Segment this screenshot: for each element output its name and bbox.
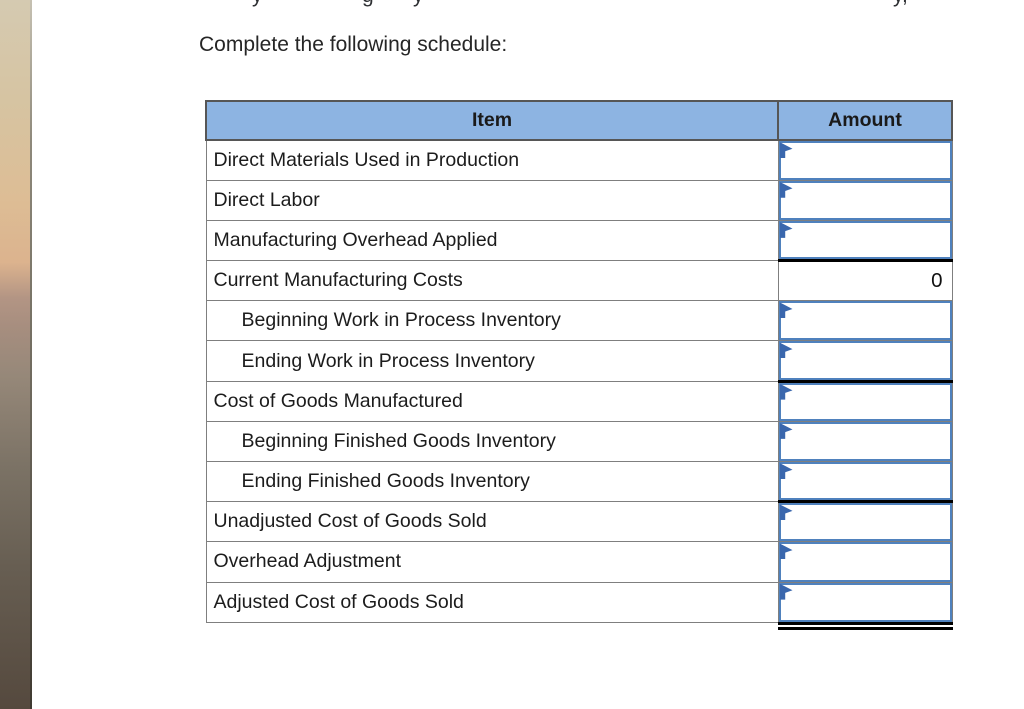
amount-input-box [778,220,952,260]
table-row: Direct Labor [205,179,953,221]
table-row: Manufacturing Overhead Applied [205,219,953,262]
item-label: Direct Materials Used in Production [205,139,779,181]
amount-input-box [778,503,952,542]
amount-column-header: Amount [777,100,953,141]
amount-input-box [778,301,952,341]
schedule-table-container: Item Amount Direct Materials Used in Pro… [205,100,953,630]
item-label-text: Current Manufacturing Costs [213,269,463,292]
amount-input-overhead-adjustment[interactable] [780,544,950,580]
amount-input-ending-fg[interactable] [780,464,950,499]
item-label-text: Direct Labor [213,188,320,211]
amount-input-box [777,582,953,630]
table-row: Ending Work in Process Inventory [205,340,953,382]
amount-cell [777,139,953,181]
clipped-glyph: y [413,0,424,8]
amount-cell [777,179,953,221]
current-manufacturing-costs-value: 0 [777,259,953,302]
amount-cell [777,460,953,503]
item-label-text: Manufacturing Overhead Applied [213,228,498,251]
amount-cell [777,541,953,583]
amount-input-unadjusted-cogs[interactable] [780,505,950,540]
amount-cell [777,581,953,630]
amount-input-box [778,462,952,501]
table-row: Unadjusted Cost of Goods Sold [205,500,953,543]
background-photo-strip [0,0,30,709]
table-row: Cost of Goods Manufactured [205,379,953,422]
amount-input-overhead-applied[interactable] [780,222,950,258]
amount-input-ending-wip[interactable] [780,343,950,378]
item-label: Ending Work in Process Inventory [205,340,779,382]
item-label: Adjusted Cost of Goods Sold [205,581,779,623]
amount-cell [777,379,953,422]
item-label: Beginning Finished Goods Inventory [205,420,779,463]
item-label: Cost of Goods Manufactured [205,380,779,422]
clipped-glyph: y, [893,0,908,8]
amount-cell [777,500,953,543]
item-label: Overhead Adjustment [205,541,779,583]
item-label: Current Manufacturing Costs [205,260,779,302]
item-label: Beginning Work in Process Inventory [205,300,779,342]
item-label-text: Ending Work in Process Inventory [241,349,535,372]
amount-cell [777,219,953,262]
item-label-text: Beginning Finished Goods Inventory [241,429,556,452]
item-label-text: Direct Materials Used in Production [213,148,520,171]
clipped-text-line: y g y y, [0,0,1024,9]
item-label-text: Cost of Goods Manufactured [213,389,463,412]
photo-strip-border [30,0,32,709]
clipped-glyph: y [252,0,263,8]
amount-input-direct-labor[interactable] [780,182,950,218]
table-row: Ending Finished Goods Inventory [205,460,953,503]
item-label: Ending Finished Goods Inventory [205,460,779,503]
amount-input-box [778,341,952,380]
amount-input-cogs-manufactured[interactable] [780,384,950,419]
table-row: Beginning Work in Process Inventory [205,300,953,342]
amount-input-beginning-fg[interactable] [780,423,950,459]
item-label-text: Ending Finished Goods Inventory [241,470,530,493]
amount-input-box [778,421,952,461]
item-label-text: Beginning Work in Process Inventory [241,309,561,332]
amount-input-box [778,542,952,582]
amount-input-box [778,382,952,421]
amount-input-adjusted-cogs[interactable] [780,584,950,620]
amount-cell [777,420,953,463]
amount-input-direct-materials[interactable] [780,143,950,178]
header-row: Item Amount [205,100,953,141]
item-label-text: Overhead Adjustment [213,550,402,573]
table-row: Current Manufacturing Costs 0 [205,259,953,302]
item-label-text: Adjusted Cost of Goods Sold [213,590,464,613]
schedule-table: Item Amount Direct Materials Used in Pro… [205,100,953,630]
table-row: Overhead Adjustment [205,541,953,583]
item-label: Unadjusted Cost of Goods Sold [205,501,779,543]
item-label: Manufacturing Overhead Applied [205,219,779,262]
amount-input-box [778,141,952,180]
item-column-header: Item [205,100,779,141]
clipped-glyph: g [362,0,374,8]
table-row: Beginning Finished Goods Inventory [205,420,953,463]
amount-cell [777,300,953,342]
computed-amount-text: 0 [931,269,943,293]
amount-input-beginning-wip[interactable] [780,303,950,339]
item-label-text: Unadjusted Cost of Goods Sold [213,510,487,533]
amount-input-box [778,180,952,220]
instruction-text: Complete the following schedule: [199,33,508,56]
amount-cell [777,340,953,382]
table-row: Adjusted Cost of Goods Sold [205,581,953,630]
item-label: Direct Labor [205,179,779,221]
table-row: Direct Materials Used in Production [205,139,953,181]
